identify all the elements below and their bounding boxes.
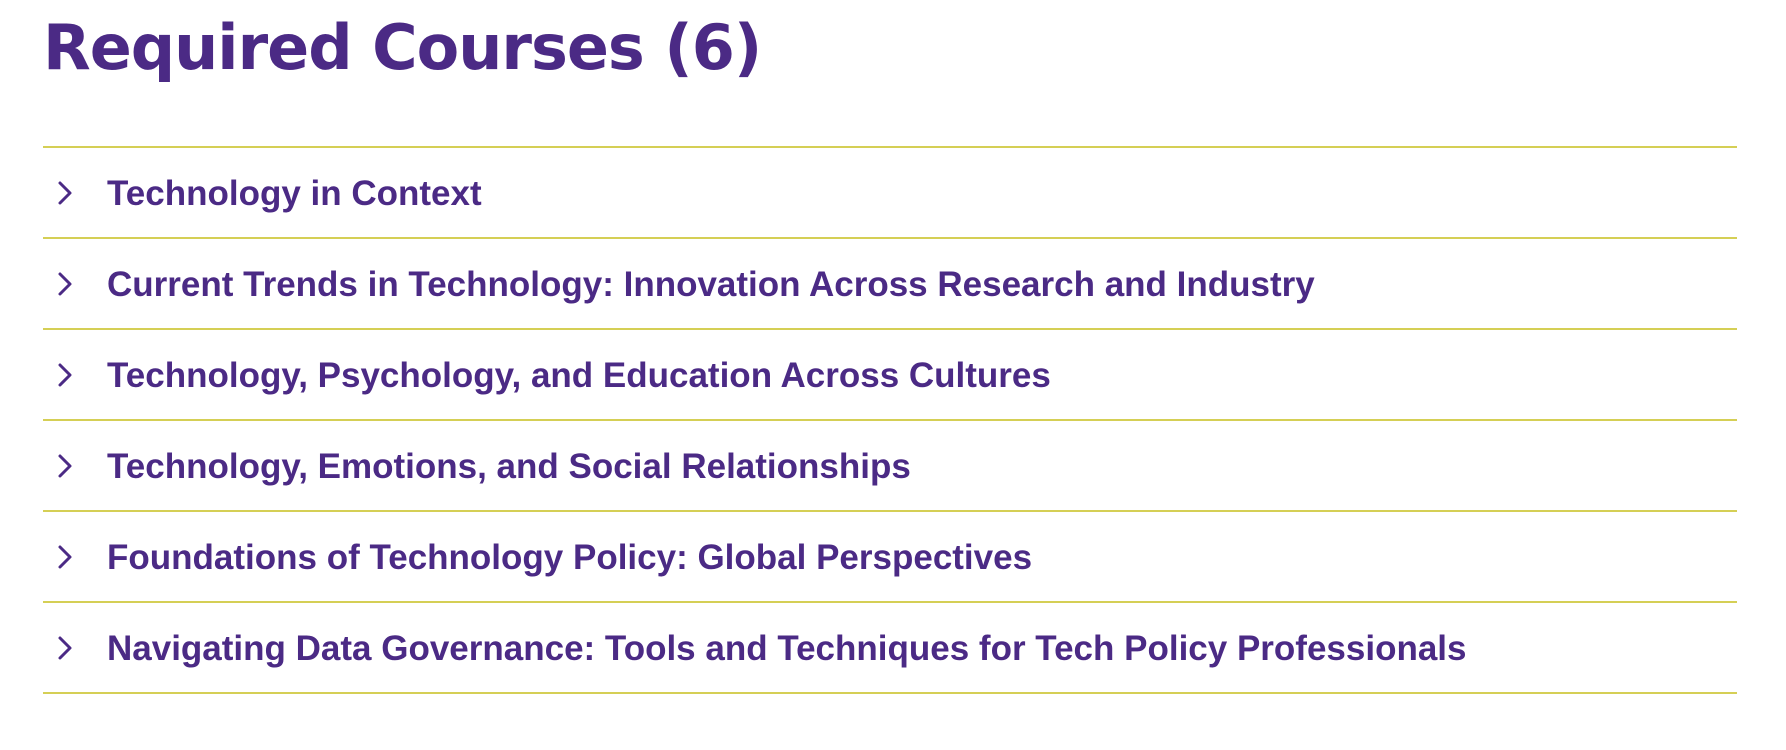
chevron-right-icon[interactable]: [55, 269, 75, 299]
chevron-right-icon[interactable]: [55, 451, 75, 481]
accordion-item-technology-policy[interactable]: Foundations of Technology Policy: Global…: [43, 512, 1737, 603]
required-courses-section: Required Courses (6) Technology in Conte…: [43, 0, 1737, 694]
course-title[interactable]: Foundations of Technology Policy: Global…: [107, 537, 1033, 577]
course-accordion: Technology in Context Current Trends in …: [43, 146, 1737, 694]
course-title[interactable]: Technology, Psychology, and Education Ac…: [107, 355, 1051, 395]
chevron-right-icon[interactable]: [55, 178, 75, 208]
course-title[interactable]: Technology, Emotions, and Social Relatio…: [107, 446, 911, 486]
accordion-item-psychology-education[interactable]: Technology, Psychology, and Education Ac…: [43, 330, 1737, 421]
accordion-item-data-governance[interactable]: Navigating Data Governance: Tools and Te…: [43, 603, 1737, 694]
course-title[interactable]: Technology in Context: [107, 173, 482, 213]
accordion-item-current-trends[interactable]: Current Trends in Technology: Innovation…: [43, 239, 1737, 330]
accordion-item-technology-in-context[interactable]: Technology in Context: [43, 148, 1737, 239]
chevron-right-icon[interactable]: [55, 542, 75, 572]
chevron-right-icon[interactable]: [55, 633, 75, 663]
chevron-right-icon[interactable]: [55, 360, 75, 390]
course-title[interactable]: Navigating Data Governance: Tools and Te…: [107, 628, 1467, 668]
accordion-item-emotions-relationships[interactable]: Technology, Emotions, and Social Relatio…: [43, 421, 1737, 512]
course-title[interactable]: Current Trends in Technology: Innovation…: [107, 264, 1315, 304]
section-title: Required Courses (6): [43, 11, 762, 84]
